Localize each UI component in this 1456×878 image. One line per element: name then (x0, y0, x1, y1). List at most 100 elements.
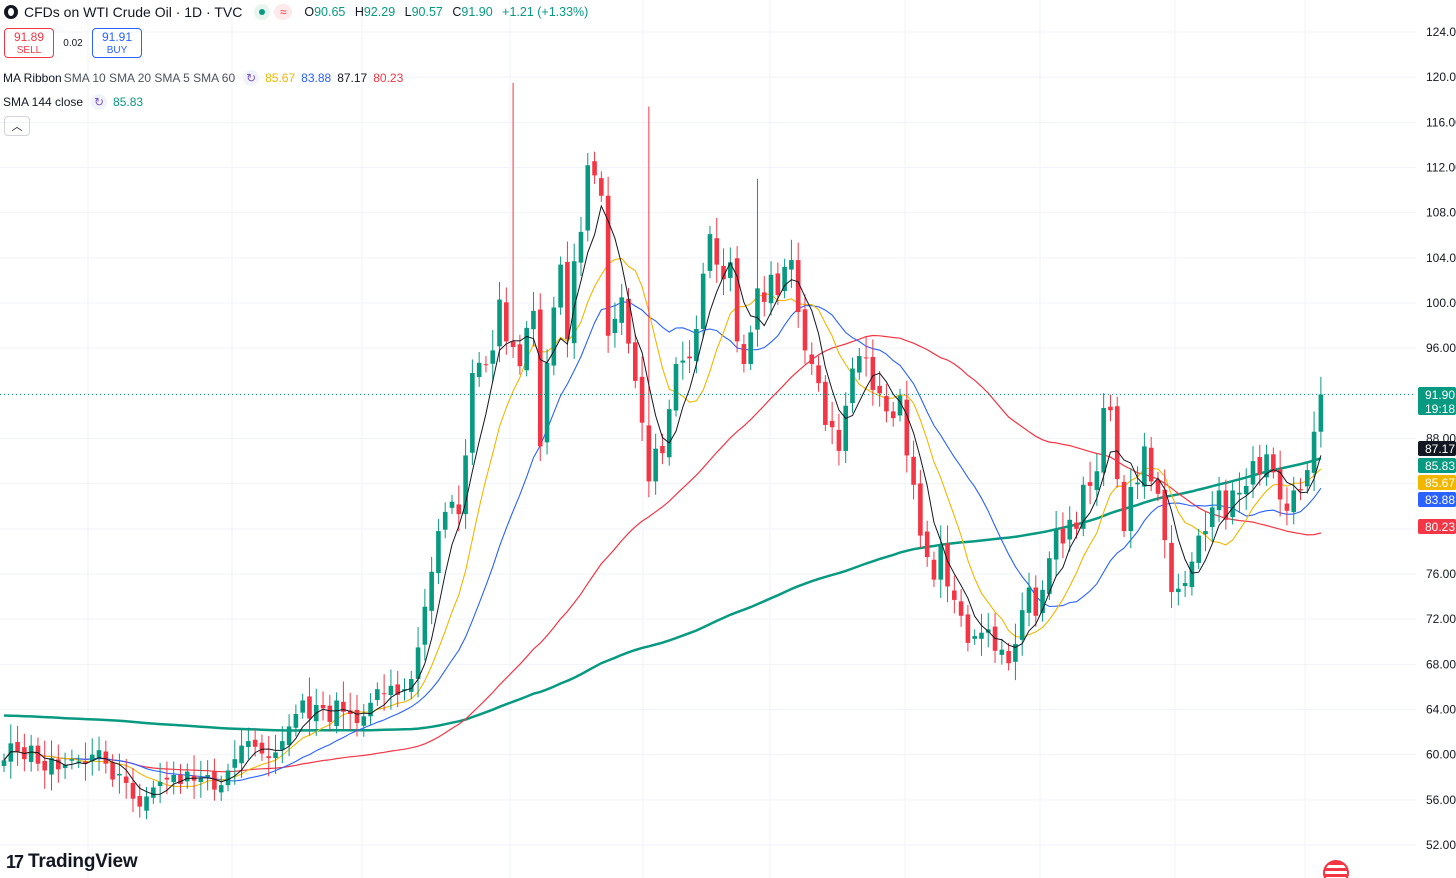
market-open-icon[interactable] (254, 4, 271, 20)
candle-body (585, 165, 591, 231)
candle-body (551, 307, 557, 366)
candle-body (816, 365, 821, 384)
candle-body (1053, 529, 1059, 560)
price-tick-label: 64.00 (1426, 703, 1456, 717)
candle-body (653, 448, 658, 482)
candle-body (212, 770, 217, 790)
candle-body (1013, 644, 1018, 662)
candle-body (918, 483, 923, 536)
candle-body (151, 787, 156, 798)
sma144-legend[interactable]: SMA 144 close ↻ 85.83 (3, 94, 144, 110)
candle-body (1196, 535, 1201, 563)
candle-body (361, 716, 367, 726)
ribbon-value-sma5: 87.17 (337, 71, 368, 85)
candle-body (1142, 446, 1147, 487)
buy-button[interactable]: 91.91 BUY (92, 28, 142, 58)
candle-body (415, 647, 421, 680)
candle-body (89, 754, 95, 761)
candle-body (870, 356, 876, 390)
price-label-bg (1418, 492, 1456, 507)
price-tick-label: 60.00 (1426, 748, 1456, 762)
candle-body (890, 411, 896, 419)
candle-body (334, 700, 339, 726)
candle-body (246, 741, 251, 747)
us-flag-icon[interactable] (1323, 860, 1349, 878)
candle-body (728, 262, 733, 278)
candle-body (1284, 503, 1290, 511)
loading-icon[interactable]: ↻ (243, 70, 260, 86)
candle-body (436, 531, 441, 574)
candle-body (823, 381, 828, 425)
candle-body (592, 161, 597, 176)
price-label-bg (1418, 441, 1456, 456)
candle-body (673, 363, 679, 411)
candle-body (1311, 431, 1317, 473)
candle-body (938, 545, 944, 580)
candle-body (388, 685, 394, 696)
ma-ribbon-legend[interactable]: MA Ribbon SMA 10 SMA 20 SMA 5 SMA 60 ↻ 8… (3, 70, 404, 86)
candle-body (599, 178, 604, 196)
candle-body (273, 752, 278, 759)
candle-body (375, 689, 380, 701)
candle-body (69, 759, 75, 761)
candle-body (62, 764, 68, 768)
candle-body (42, 760, 48, 771)
candle-body (307, 696, 312, 719)
sma60-line (3, 334, 1322, 773)
candle-body (1114, 406, 1120, 480)
candle-body (958, 601, 964, 616)
candle-body (28, 745, 34, 762)
candle-body (341, 701, 346, 712)
data-delay-icon[interactable]: ≈ (274, 4, 293, 20)
tradingview-icon: 17 (6, 851, 24, 872)
sell-button[interactable]: 91.89 SELL (4, 28, 54, 58)
candle-body (979, 632, 984, 639)
candle-body (123, 776, 129, 783)
candle-body (605, 195, 611, 336)
candle-body (293, 714, 299, 728)
high-value: 92.29 (363, 5, 396, 19)
candle-body (422, 606, 428, 645)
candle-body (761, 292, 767, 302)
candle-body (1182, 583, 1188, 586)
candle-body (884, 396, 889, 412)
candle-body (178, 774, 183, 785)
candle-body (1257, 457, 1263, 475)
candle-body (171, 774, 176, 783)
candle-body (755, 288, 760, 330)
tradingview-logo[interactable]: 17 TradingView (6, 851, 138, 872)
chart-header: CFDs on WTI Crude Oil · 1D · TVC ≈ O90.6… (0, 0, 594, 24)
candle-body (741, 344, 747, 364)
candle-body (924, 531, 930, 558)
collapse-legend-button[interactable]: ︿ (4, 116, 30, 136)
candle-body (184, 771, 190, 782)
candle-body (368, 702, 373, 717)
candle-body (1047, 558, 1052, 594)
candle-body (999, 649, 1005, 655)
candle-body (205, 774, 210, 778)
candle-body (850, 368, 855, 404)
symbol-title[interactable]: CFDs on WTI Crude Oil · 1D · TVC (24, 4, 243, 20)
candle-body (164, 777, 170, 780)
candle-body (734, 258, 740, 342)
candle-body (1203, 531, 1208, 535)
spread-value: 0.02 (63, 37, 83, 49)
ohlc-readout: O90.65 H92.29 L90.57 C91.90 +1.21 (+1.33… (304, 5, 589, 19)
loading-icon[interactable]: ↻ (91, 94, 108, 110)
candle-body (103, 751, 109, 764)
candle-body (286, 726, 292, 746)
price-label: 83.88 (1425, 493, 1455, 507)
candle-body (1176, 588, 1181, 593)
price-axis: 124.00 120.00 116.00 112.00 108.00 104.00 100.… (1426, 25, 1456, 852)
candle-body (1216, 490, 1222, 511)
candle-body (714, 238, 720, 265)
candle-body (476, 362, 482, 378)
candle-body (1087, 482, 1093, 486)
price-label-bg (1418, 387, 1456, 415)
candle-body (1080, 484, 1086, 529)
candle-body (1, 760, 7, 766)
price-tick-label: 52.00 (1426, 838, 1456, 852)
candle-body (809, 354, 815, 364)
candle-body (157, 781, 163, 787)
